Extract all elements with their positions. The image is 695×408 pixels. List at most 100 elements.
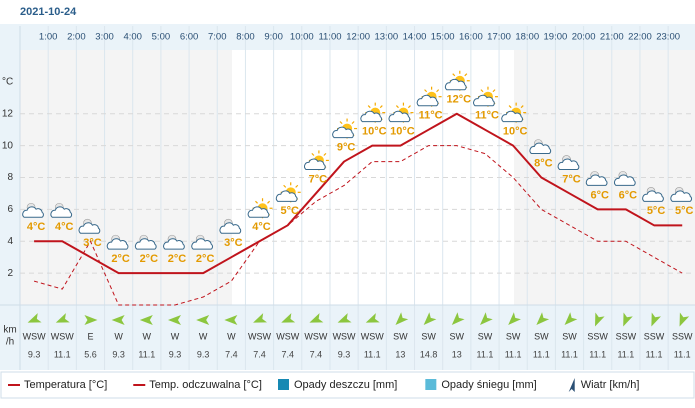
wind-speed: 9.3 <box>197 349 210 359</box>
wind-speed: 11.1 <box>646 349 663 359</box>
sun-ray <box>508 105 512 109</box>
sun-ray <box>492 89 496 93</box>
y-tick-label: 12 <box>2 108 14 119</box>
wind-direction: SSW <box>672 331 693 341</box>
legend-label: Opady śniegu [mm] <box>441 379 536 391</box>
sun-ray <box>323 152 327 156</box>
sun-ray <box>255 200 259 204</box>
wind-arrow <box>224 315 238 325</box>
hour-label: 18:00 <box>515 32 539 43</box>
y-tick-label: 2 <box>7 268 13 279</box>
cloud-icon <box>247 206 270 218</box>
wind-arrow-shape <box>536 312 550 325</box>
wind-speed: 11.1 <box>54 349 71 359</box>
wind-arrow <box>309 313 324 323</box>
hour-label: 21:00 <box>600 32 624 43</box>
temperature-label: 8°C <box>534 157 553 169</box>
wind-speed: 7.4 <box>253 349 266 359</box>
wind-arrow-shape <box>423 312 437 325</box>
legend-label: Temperatura [°C] <box>24 379 107 391</box>
temperature-label: 5°C <box>280 205 299 217</box>
feels-like-line <box>33 145 683 306</box>
wind-arrow <box>679 312 690 327</box>
hour-label: 1:00 <box>39 32 58 43</box>
cloud-icon <box>22 206 44 218</box>
cloud-icon <box>134 238 157 250</box>
wind-arrow-shape <box>623 312 633 327</box>
wind-arrow-shape <box>139 315 153 325</box>
wind-arrow-shape <box>167 315 181 325</box>
temperature-label: 9°C <box>337 141 356 153</box>
sun-ray <box>520 105 524 109</box>
wind-arrow <box>508 312 521 325</box>
temperature-label: 4°C <box>27 221 46 233</box>
wind-arrow-shape <box>84 315 98 325</box>
wind-arrow-shape <box>395 312 409 325</box>
temperature-label: 6°C <box>590 189 609 201</box>
sun-ray <box>424 89 428 93</box>
cloud-icon <box>275 190 298 202</box>
wind-speed: 11.1 <box>589 349 606 359</box>
wind-arrow-shape <box>365 313 380 323</box>
temperature-label: 11°C <box>475 110 499 122</box>
cloud-icon <box>670 190 693 202</box>
cloud-icon <box>304 158 326 170</box>
wind-direction: WSW <box>248 331 271 341</box>
wind-speed: 11.1 <box>533 349 550 359</box>
wind-direction: SW <box>506 331 521 341</box>
wind-direction: SSW <box>644 331 665 341</box>
wind-speed: 9.3 <box>112 349 125 359</box>
temperature-label: 4°C <box>252 221 271 233</box>
hour-label: 14:00 <box>403 32 427 43</box>
sun-ray <box>480 89 484 93</box>
wind-arrow <box>337 313 352 323</box>
wind-speed: 11.1 <box>138 349 155 359</box>
cloud-icon <box>219 222 242 234</box>
wind-speed: 11.1 <box>674 349 691 359</box>
wind-direction: W <box>114 331 123 341</box>
wind-direction: W <box>171 331 180 341</box>
cloud-icon <box>473 94 495 107</box>
y-tick-label: 4 <box>7 236 13 247</box>
wind-speed: 11.1 <box>617 349 634 359</box>
wind-direction: W <box>227 331 236 341</box>
wind-arrow-shape <box>111 315 125 325</box>
sun-ray <box>295 184 299 188</box>
wind-arrow <box>111 315 125 325</box>
sun-ray <box>452 73 456 77</box>
wind-direction: SW <box>421 331 436 341</box>
hour-label: 12:00 <box>346 32 370 43</box>
temperature-label: 10°C <box>503 126 528 138</box>
wind-arrow-shape <box>27 313 42 323</box>
temperature-label: 5°C <box>675 205 694 217</box>
wind-arrow <box>395 312 409 325</box>
wind-arrow-shape <box>564 312 578 325</box>
wind-direction: E <box>87 331 93 341</box>
wind-direction: WSW <box>361 331 384 341</box>
wind-arrow-shape <box>480 312 493 325</box>
wind-arrow <box>84 315 98 325</box>
hour-label: 10:00 <box>290 32 314 43</box>
wind-arrow <box>536 312 550 325</box>
sun-ray <box>283 184 287 188</box>
wind-direction: SW <box>393 331 408 341</box>
temperature-label: 10°C <box>362 126 387 138</box>
temperature-label: 2°C <box>111 253 130 265</box>
sun-ray <box>351 121 355 125</box>
cloud-icon <box>529 142 552 154</box>
y-unit-label: °C <box>2 77 13 88</box>
hour-label: 20:00 <box>572 32 596 43</box>
wind-speed: 11.1 <box>561 349 578 359</box>
wind-direction: WSW <box>23 331 46 341</box>
hour-label: 9:00 <box>264 32 283 43</box>
cloud-icon <box>614 174 636 186</box>
wind-direction: SSW <box>587 331 608 341</box>
cloud-icon <box>50 206 73 218</box>
cloud-icon <box>163 238 185 250</box>
wind-arrow-shape <box>309 313 324 323</box>
wind-speed: 7.4 <box>225 349 238 359</box>
wind-direction: SSW <box>616 331 637 341</box>
wind-arrow-shape <box>451 312 465 325</box>
wind-direction: WSW <box>51 331 74 341</box>
